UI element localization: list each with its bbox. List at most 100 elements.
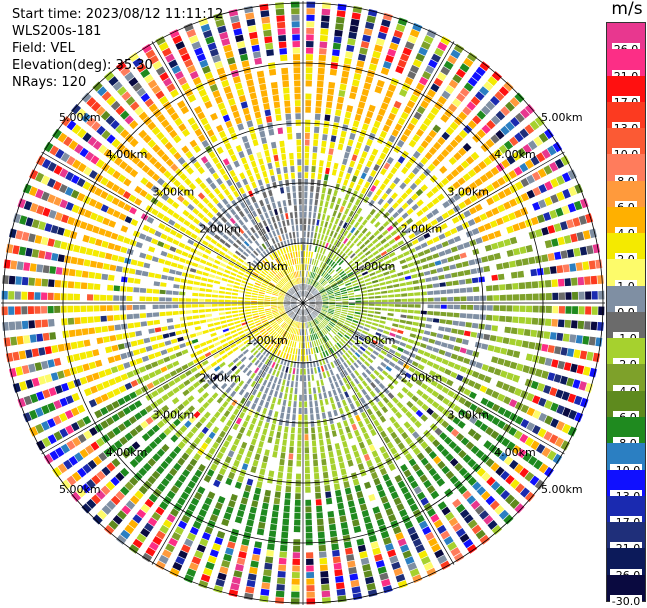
velocity-gate: [216, 125, 224, 133]
velocity-gate: [270, 524, 277, 531]
velocity-gate: [114, 376, 122, 384]
velocity-gate: [236, 261, 242, 266]
velocity-gate: [339, 462, 345, 469]
velocity-gate: [167, 347, 174, 353]
velocity-gate: [488, 255, 495, 262]
velocity-gate: [332, 49, 340, 56]
velocity-gate: [318, 532, 325, 539]
velocity-gate: [436, 216, 443, 223]
velocity-gate: [339, 171, 344, 178]
velocity-gate: [260, 385, 265, 392]
velocity-gate: [369, 235, 375, 241]
velocity-gate: [347, 139, 353, 146]
velocity-gate: [345, 51, 353, 58]
velocity-gate: [486, 285, 492, 291]
velocity-gate: [313, 453, 318, 459]
velocity-gate: [280, 228, 284, 234]
velocity-gate: [371, 127, 378, 135]
velocity-gate: [585, 306, 591, 314]
velocity-gate: [224, 410, 231, 417]
velocity-gate: [308, 381, 311, 387]
velocity-gate: [303, 271, 304, 277]
velocity-gate: [244, 457, 250, 464]
velocity-gate: [249, 175, 255, 182]
velocity-gate: [530, 330, 537, 337]
velocity-gate: [278, 365, 282, 371]
velocity-gate: [298, 434, 302, 440]
velocity-gate: [456, 263, 463, 269]
velocity-gate: [271, 517, 278, 524]
velocity-gate: [310, 258, 312, 264]
velocity-gate: [277, 301, 283, 302]
velocity-gate: [451, 272, 458, 277]
velocity-gate: [320, 42, 328, 49]
velocity-gate: [494, 253, 501, 260]
velocity-gate: [370, 391, 376, 398]
velocity-gate: [340, 228, 345, 234]
velocity-gate: [387, 172, 394, 179]
velocity-gate: [350, 373, 356, 379]
velocity-gate: [336, 226, 341, 232]
velocity-gate: [559, 306, 565, 314]
velocity-gate: [252, 45, 260, 52]
velocity-gate: [383, 397, 390, 404]
velocity-gate: [246, 370, 252, 376]
velocity-gate: [460, 366, 467, 373]
velocity-gate: [2, 291, 8, 300]
velocity-gate: [525, 282, 531, 289]
velocity-gate: [242, 136, 249, 143]
velocity-gate: [332, 210, 337, 217]
velocity-gate: [82, 363, 90, 371]
velocity-gate: [276, 371, 280, 377]
velocity-gate: [317, 87, 324, 93]
velocity-gate: [54, 358, 62, 366]
velocity-gate: [249, 154, 255, 161]
velocity-gate: [368, 494, 376, 502]
velocity-gate: [541, 227, 549, 236]
velocity-gate: [215, 326, 221, 330]
velocity-gate: [512, 317, 518, 324]
velocity-gate: [333, 232, 338, 238]
velocity-gate: [352, 12, 361, 19]
velocity-gate: [225, 478, 232, 486]
velocity-gate: [349, 296, 355, 298]
velocity-gate: [306, 61, 313, 67]
velocity-gate: [346, 240, 351, 246]
velocity-gate: [279, 141, 284, 148]
velocity-gate: [499, 316, 505, 322]
velocity-gate: [532, 281, 539, 288]
velocity-gate: [364, 570, 373, 578]
velocity-gate: [513, 351, 520, 358]
velocity-gate: [245, 586, 254, 593]
velocity-gate: [213, 317, 219, 321]
velocity-gate: [364, 482, 371, 489]
velocity-gate: [520, 306, 526, 312]
velocity-gate: [284, 499, 290, 505]
velocity-gate: [266, 156, 272, 163]
velocity-gate: [259, 292, 265, 295]
velocity-gate: [447, 289, 453, 294]
velocity-gate: [472, 371, 480, 378]
velocity-gate: [359, 442, 365, 449]
velocity-gate: [179, 373, 186, 380]
velocity-gate: [416, 389, 423, 396]
velocity-gate: [160, 282, 167, 287]
velocity-gate: [257, 391, 262, 398]
velocity-gate: [308, 225, 311, 231]
velocity-gate: [227, 284, 233, 287]
velocity-gate: [317, 525, 324, 531]
velocity-gate: [293, 401, 296, 407]
velocity-gate: [275, 276, 280, 281]
velocity-gate: [565, 306, 571, 314]
velocity-gate: [86, 375, 94, 383]
velocity-gate: [342, 301, 348, 302]
velocity-gate: [253, 288, 259, 291]
velocity-gate: [157, 359, 164, 365]
velocity-gate: [439, 349, 446, 355]
velocity-gate: [220, 339, 227, 344]
velocity-gate: [250, 227, 256, 233]
velocity-gate: [253, 105, 260, 112]
velocity-gate: [278, 465, 284, 472]
velocity-gate: [97, 262, 104, 269]
velocity-gate: [231, 154, 238, 161]
